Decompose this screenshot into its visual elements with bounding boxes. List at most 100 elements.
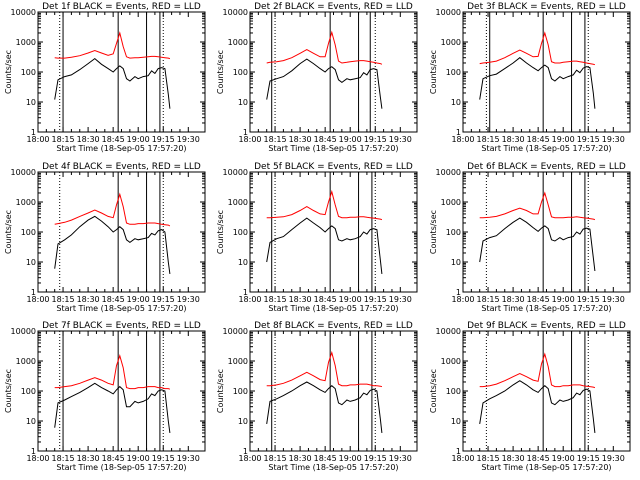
x-tick-label: 19:00 <box>339 454 362 463</box>
x-tick-label: 19:30 <box>602 295 625 304</box>
lld-series-line <box>54 31 171 60</box>
x-tick-label: 19:15 <box>152 454 175 463</box>
y-axis-label: Counts/sec <box>4 210 13 254</box>
x-tick-label: 19:30 <box>389 135 412 144</box>
lld-series-line <box>54 354 171 390</box>
x-tick-label: 19:15 <box>152 295 175 304</box>
panel-title: Det 1f BLACK = Events, RED = LLD <box>42 2 201 12</box>
x-tick-label: 18:30 <box>502 454 525 463</box>
x-tick-label: 18:15 <box>477 135 500 144</box>
y-tick-label: 10000 <box>223 327 248 336</box>
y-tick-label: 100 <box>233 387 248 396</box>
chart-panel: Det 1f BLACK = Events, RED = LLD 1 10 100 10… <box>4 2 206 153</box>
x-tick-label: 18:15 <box>52 135 75 144</box>
plot-frame <box>462 171 631 293</box>
chart-panel: Det 4f BLACK = Events, RED = LLD 1 10 100 10… <box>4 162 206 313</box>
lld-series-line <box>54 192 171 227</box>
y-tick-label: 1 <box>243 288 248 297</box>
y-tick-label: 1 <box>31 447 36 456</box>
x-tick-label: 19:15 <box>577 454 600 463</box>
x-tick-label: 18:45 <box>527 135 550 144</box>
x-axis-label: Start Time (18-Sep-05 17:57:20) <box>481 304 611 313</box>
y-tick-label: 100 <box>21 68 36 77</box>
x-tick-label: 19:00 <box>127 135 150 144</box>
x-tick-label: 19:00 <box>339 135 362 144</box>
lld-series-line <box>266 350 383 388</box>
plot-frame <box>462 330 631 452</box>
chart-panel: Det 2f BLACK = Events, RED = LLD 1 10 100 10… <box>216 2 418 153</box>
events-series-line <box>266 58 383 109</box>
x-axis-label: Start Time (18-Sep-05 17:57:20) <box>481 463 611 472</box>
y-tick-label: 1 <box>31 128 36 137</box>
y-tick-label: 1 <box>456 447 461 456</box>
x-tick-label: 18:30 <box>289 295 312 304</box>
events-series-line <box>479 217 596 272</box>
y-tick-label: 10000 <box>11 168 36 177</box>
plot-frame <box>462 11 631 133</box>
x-tick-label: 18:15 <box>52 454 75 463</box>
x-tick-label: 18:45 <box>527 454 550 463</box>
y-tick-label: 10 <box>238 417 248 426</box>
events-series-line <box>479 57 596 109</box>
x-tick-label: 18:30 <box>289 454 312 463</box>
panel-title: Det 8f BLACK = Events, RED = LLD <box>254 321 413 331</box>
x-tick-label: 19:15 <box>364 295 387 304</box>
y-tick-label: 10000 <box>11 8 36 17</box>
x-tick-label: 18:30 <box>502 295 525 304</box>
x-axis-label: Start Time (18-Sep-05 17:57:20) <box>268 304 398 313</box>
x-tick-label: 19:15 <box>364 135 387 144</box>
lld-series-line <box>266 189 383 221</box>
x-tick-label: 18:45 <box>527 295 550 304</box>
y-tick-label: 1000 <box>228 38 248 47</box>
x-tick-label: 19:30 <box>389 454 412 463</box>
x-tick-label: 19:00 <box>552 295 575 304</box>
y-tick-label: 100 <box>446 68 461 77</box>
y-tick-label: 1000 <box>441 357 461 366</box>
y-tick-label: 10 <box>238 98 248 107</box>
x-tick-label: 19:30 <box>602 454 625 463</box>
x-tick-label: 19:30 <box>177 295 200 304</box>
y-tick-label: 10 <box>26 98 36 107</box>
y-tick-label: 1000 <box>16 38 36 47</box>
chart-panel: Det 3f BLACK = Events, RED = LLD 1 10 100 10… <box>429 2 631 153</box>
y-tick-label: 10 <box>451 258 461 267</box>
y-tick-label: 100 <box>21 228 36 237</box>
x-tick-label: 19:15 <box>152 135 175 144</box>
y-tick-label: 100 <box>233 68 248 77</box>
events-series-line <box>54 215 171 274</box>
chart-panel: Det 6f BLACK = Events, RED = LLD 1 10 100 10… <box>429 162 631 313</box>
events-series-line <box>266 381 383 433</box>
x-tick-label: 18:15 <box>477 295 500 304</box>
x-tick-label: 18:15 <box>477 454 500 463</box>
x-tick-label: 19:00 <box>339 295 362 304</box>
y-tick-label: 10000 <box>436 8 461 17</box>
plot-frame <box>37 171 206 293</box>
y-axis-label: Counts/sec <box>429 210 438 254</box>
events-series-line <box>54 382 171 433</box>
y-tick-label: 1000 <box>441 198 461 207</box>
x-tick-label: 18:15 <box>264 295 287 304</box>
x-tick-label: 18:00 <box>451 454 474 463</box>
panel-title: Det 7f BLACK = Events, RED = LLD <box>42 321 201 331</box>
events-series-line <box>266 217 383 274</box>
x-axis-label: Start Time (18-Sep-05 17:57:20) <box>56 463 186 472</box>
x-tick-label: 19:00 <box>552 454 575 463</box>
y-tick-label: 10 <box>451 98 461 107</box>
y-tick-label: 1000 <box>16 357 36 366</box>
lld-series-line <box>479 352 596 389</box>
y-tick-label: 10000 <box>11 327 36 336</box>
x-tick-label: 19:30 <box>602 135 625 144</box>
x-tick-label: 19:15 <box>577 295 600 304</box>
y-tick-label: 100 <box>446 387 461 396</box>
y-axis-label: Counts/sec <box>4 50 13 94</box>
x-tick-label: 18:00 <box>451 135 474 144</box>
x-tick-label: 18:30 <box>77 135 100 144</box>
y-tick-label: 1 <box>243 128 248 137</box>
y-tick-label: 1000 <box>228 357 248 366</box>
y-tick-label: 100 <box>21 387 36 396</box>
x-tick-label: 18:00 <box>238 135 261 144</box>
x-tick-label: 18:15 <box>52 295 75 304</box>
y-tick-label: 1 <box>456 288 461 297</box>
x-tick-label: 18:00 <box>451 295 474 304</box>
x-tick-label: 18:00 <box>26 295 49 304</box>
